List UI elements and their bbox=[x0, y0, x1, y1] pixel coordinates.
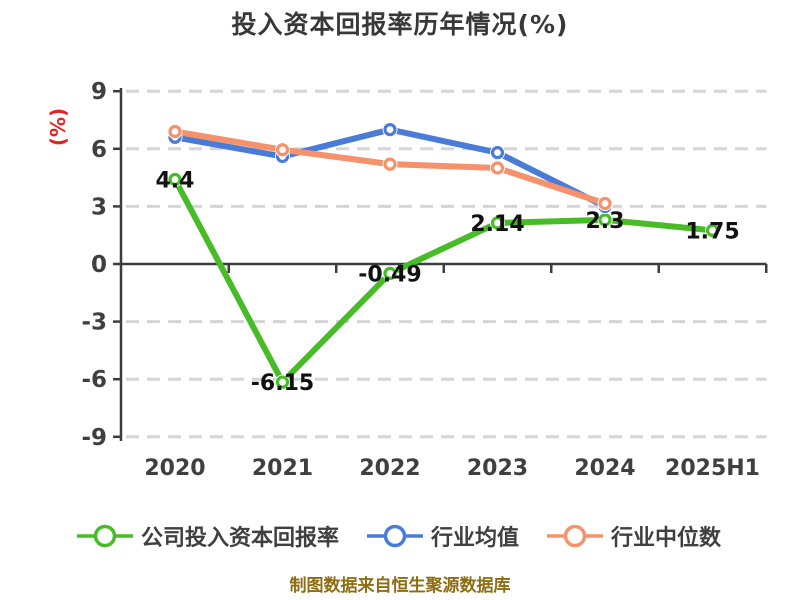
series-0-marker bbox=[168, 172, 182, 187]
line-chart-canvas: 9 6 3 0 -3 -6 -9 2020 2021 2022 2023 2024 2025H1 4.4 -… bbox=[81, 79, 768, 481]
point-label: 1.75 bbox=[685, 219, 739, 244]
legend-marker-orange-icon bbox=[547, 524, 604, 548]
series-0-marker bbox=[490, 216, 505, 230]
y-tick-label: 3 bbox=[91, 194, 107, 220]
legend-item-company-roic: 公司投入资本回报率 bbox=[76, 520, 339, 552]
x-tick-label: 2023 bbox=[467, 456, 528, 481]
point-label: 4.4 bbox=[156, 169, 195, 194]
y-tick-label: -9 bbox=[81, 425, 107, 451]
x-tick-label: 2020 bbox=[144, 456, 205, 481]
series-0-marker bbox=[383, 266, 397, 281]
series-2-marker bbox=[383, 157, 397, 171]
x-tick-label: 2024 bbox=[574, 456, 635, 481]
chart-title: 投入资本回报率历年情况(%) bbox=[231, 10, 569, 39]
x-tick-label: 2021 bbox=[252, 456, 313, 481]
point-label: -0.49 bbox=[358, 262, 421, 287]
series-2-marker bbox=[490, 161, 505, 175]
data-source-note: 制图数据来自恒生聚源数据库 bbox=[289, 576, 511, 596]
legend-label-industry-median: 行业中位数 bbox=[611, 526, 722, 551]
legend-label-company-roic: 公司投入资本回报率 bbox=[141, 526, 340, 551]
legend-item-industry-mean: 行业均值 bbox=[366, 520, 519, 552]
x-tick-label: 2022 bbox=[359, 456, 420, 481]
y-tick-label: -3 bbox=[81, 310, 107, 336]
series-0-marker bbox=[705, 223, 720, 237]
x-tick-label: 2025H1 bbox=[665, 456, 760, 481]
point-label: 2.3 bbox=[586, 209, 625, 234]
series-line-0 bbox=[172, 176, 716, 386]
series-1-marker bbox=[490, 146, 505, 160]
series-2-marker bbox=[168, 124, 182, 139]
y-tick-label: 9 bbox=[91, 79, 107, 105]
series-2-marker bbox=[275, 143, 290, 157]
legend-label-industry-mean: 行业均值 bbox=[431, 526, 520, 551]
series-0-marker bbox=[275, 375, 290, 389]
legend-marker-green-icon bbox=[77, 524, 133, 548]
series-2-marker bbox=[598, 196, 612, 211]
y-tick-label: 0 bbox=[91, 252, 107, 278]
point-label: 2.14 bbox=[470, 212, 524, 237]
y-tick-label: 6 bbox=[91, 137, 107, 163]
series-1-marker bbox=[383, 123, 397, 137]
legend-marker-blue-icon bbox=[367, 524, 424, 548]
chart-legend: 公司投入资本回报率 行业均值 行业中位数 bbox=[76, 520, 721, 552]
point-label: -6.15 bbox=[251, 371, 314, 396]
legend-item-industry-median: 行业中位数 bbox=[546, 520, 721, 552]
y-tick-label: -6 bbox=[81, 367, 107, 393]
series-0-marker bbox=[598, 213, 612, 227]
